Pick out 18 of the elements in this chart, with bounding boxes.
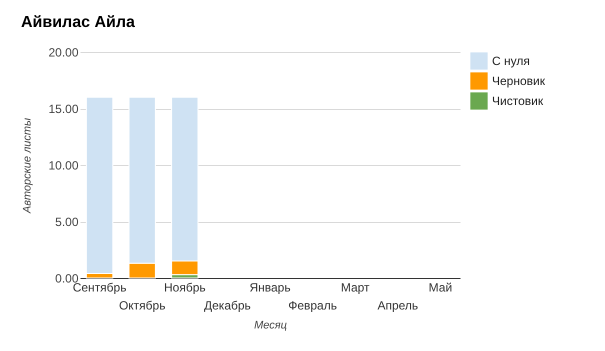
x-tick-label: Октябрь xyxy=(118,298,166,312)
x-tick-label: Ноябрь xyxy=(164,280,206,294)
x-tick-label: Май xyxy=(428,280,452,294)
x-tick-label: Декабрь xyxy=(204,298,251,312)
y-tick-label: 20.00 xyxy=(48,46,79,60)
y-tick-label: 5.00 xyxy=(55,215,79,229)
y-axis-title: Авторские листы xyxy=(21,118,34,214)
legend-label: Черновик xyxy=(492,74,546,88)
legend-label: С нуля xyxy=(492,54,530,68)
y-tick-label: 15.00 xyxy=(48,102,79,116)
x-tick-label: Апрель xyxy=(377,298,418,312)
chart-title: Айвилас Айла xyxy=(20,14,135,31)
legend-label: Чистовик xyxy=(492,94,544,108)
x-tick-label: Февраль xyxy=(288,298,337,312)
x-axis-title: Месяц xyxy=(254,320,287,332)
x-tick-label: Январь xyxy=(249,280,291,294)
x-tick-label: Март xyxy=(340,280,370,294)
y-tick-label: 10.00 xyxy=(48,158,79,172)
